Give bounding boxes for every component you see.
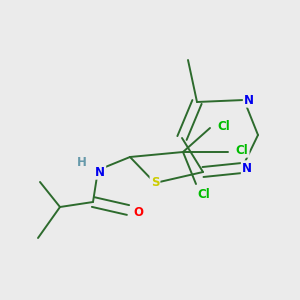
Text: N: N: [244, 94, 254, 106]
Text: Cl: Cl: [236, 143, 248, 157]
Text: O: O: [133, 206, 143, 218]
Text: N: N: [95, 166, 105, 178]
Text: N: N: [242, 161, 252, 175]
Text: Cl: Cl: [198, 188, 210, 200]
Text: S: S: [151, 176, 159, 190]
Text: H: H: [77, 155, 87, 169]
Text: Cl: Cl: [218, 119, 230, 133]
